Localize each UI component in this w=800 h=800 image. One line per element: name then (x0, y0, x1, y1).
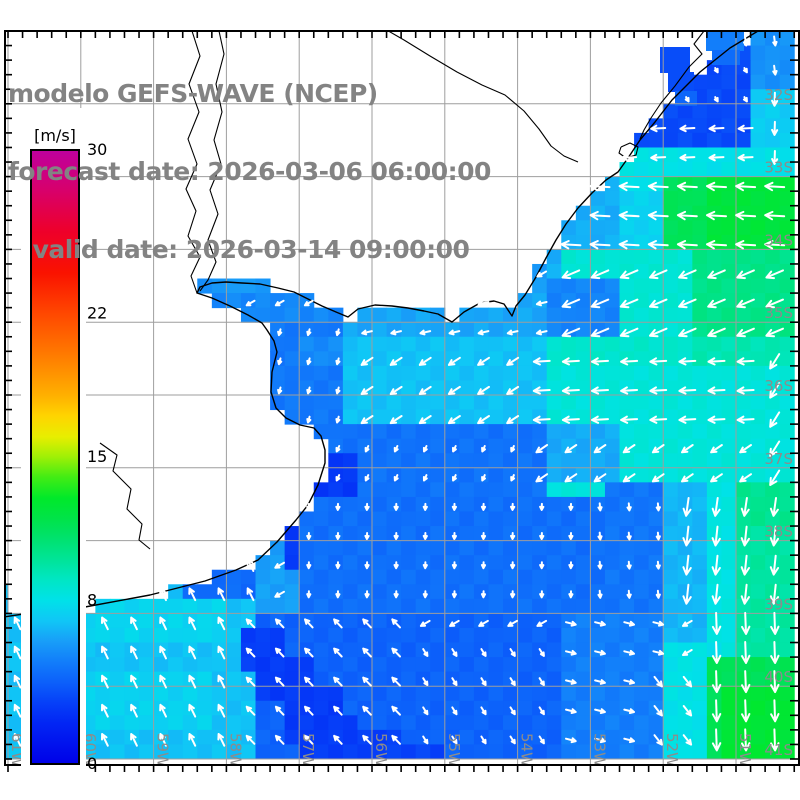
forecast-date-line: forecast date: 2026-03-06 06:00:00 (8, 157, 491, 186)
colorbar-tick-label: 22 (87, 304, 107, 323)
lat-label: 39S (764, 595, 793, 613)
lat-label: 34S (764, 231, 793, 249)
river-uruguay (199, 31, 225, 292)
lat-label: 37S (764, 450, 793, 468)
river-mirim_west (639, 31, 705, 140)
coastline-path (5, 31, 759, 618)
lon-label: 59W (154, 733, 172, 767)
lat-label: 38S (764, 523, 793, 541)
valid-date-line: valid date: 2026-03-14 09:00:00 (8, 235, 470, 264)
lon-label: 57W (299, 733, 317, 767)
lon-label: 58W (226, 733, 244, 767)
model-title: modelo GEFS-WAVE (NCEP) (8, 79, 378, 108)
river-salado (99, 442, 151, 550)
lat-label: 41S (764, 741, 793, 759)
lat-label: 33S (764, 159, 793, 177)
colorbar-gradient-bar (30, 149, 80, 765)
colorbar: [m/s] 30 22 15 8 0 (21, 108, 107, 780)
river-parana (185, 31, 201, 294)
lon-label: 54W (518, 733, 536, 767)
lat-label: 32S (764, 86, 793, 104)
frame-ticks-layer (4, 30, 800, 772)
river-negro (387, 31, 579, 163)
colorbar-tick-label: 0 (87, 754, 97, 773)
lon-label: 55W (445, 733, 463, 767)
lon-label: 51W (736, 733, 754, 767)
lon-label: 56W (372, 733, 390, 767)
lon-label: 52W (663, 733, 681, 767)
coastline-layer (5, 31, 759, 618)
colorbar-tick-label: 15 (87, 447, 107, 466)
lat-label: 40S (764, 668, 793, 686)
river-laguna_negra (618, 142, 639, 159)
colorbar-tick-labels: 30 22 15 8 0 (87, 140, 107, 773)
colorbar-unit-label: [m/s] (34, 126, 76, 145)
wave-direction-arrows-layer (13, 35, 786, 752)
colorbar-tick-label: 30 (87, 140, 107, 159)
lon-label: 53W (590, 733, 608, 767)
lat-label: 36S (764, 377, 793, 395)
title-block: modelo GEFS-WAVE (NCEP) forecast date: 2… (8, 29, 491, 315)
lat-label: 35S (764, 304, 793, 322)
colorbar-tick-label: 8 (87, 590, 97, 609)
